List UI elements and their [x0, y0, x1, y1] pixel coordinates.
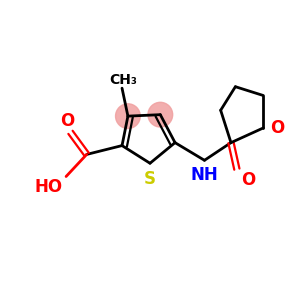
Circle shape: [116, 104, 140, 128]
Text: O: O: [270, 119, 284, 137]
Circle shape: [148, 102, 173, 127]
Text: HO: HO: [34, 178, 62, 196]
Text: O: O: [241, 171, 256, 189]
Text: O: O: [60, 112, 74, 130]
Text: NH: NH: [190, 166, 218, 184]
Text: S: S: [144, 170, 156, 188]
Text: CH₃: CH₃: [110, 73, 137, 87]
